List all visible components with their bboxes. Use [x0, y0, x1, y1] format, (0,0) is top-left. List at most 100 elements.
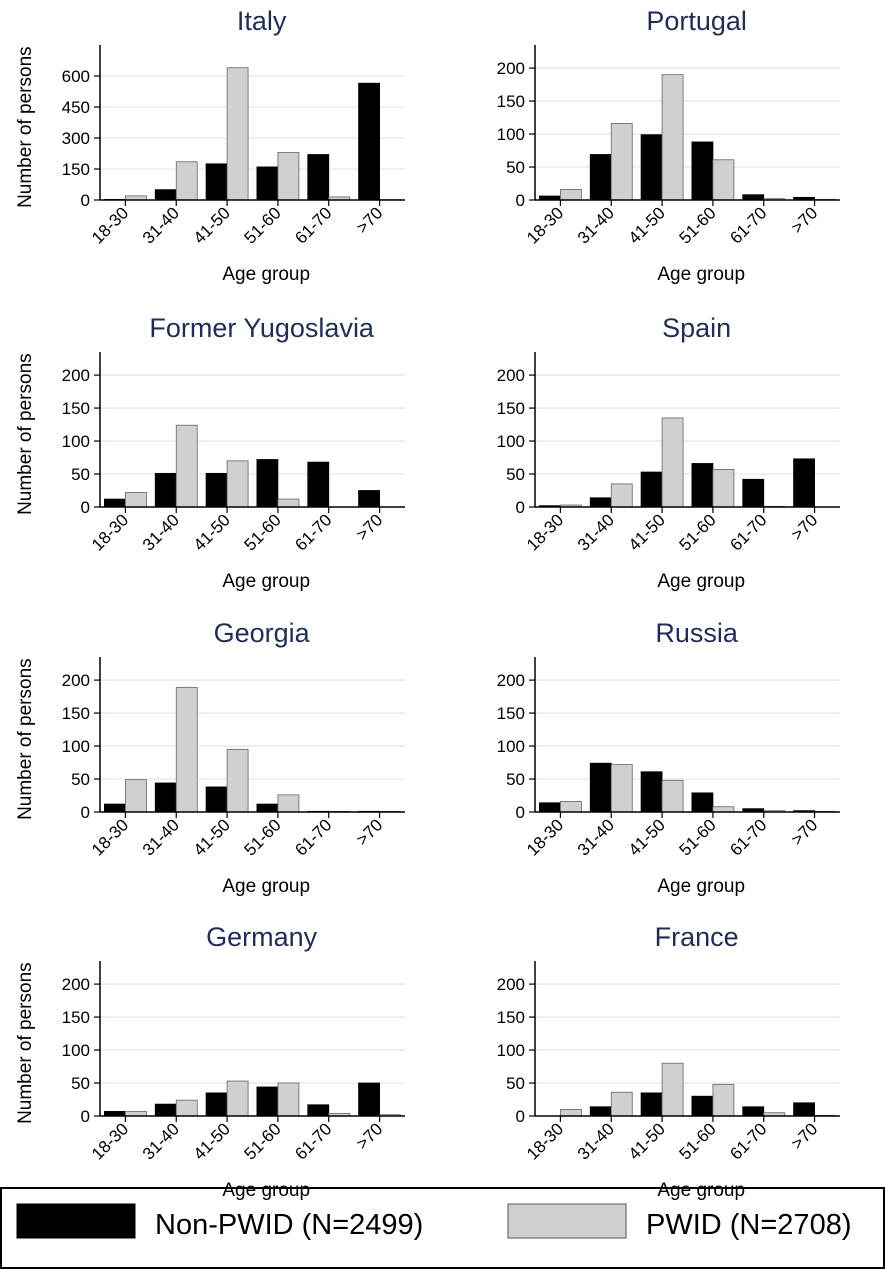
- x-tick-label: 51-60: [241, 510, 285, 554]
- y-tick-label: 150: [497, 704, 525, 723]
- y-tick-label: 0: [81, 191, 90, 210]
- x-tick-label: 18-30: [88, 510, 132, 554]
- bar-pwid: [277, 152, 300, 201]
- x-tick-label: >70: [353, 815, 387, 849]
- x-tick-label: 51-60: [241, 815, 285, 859]
- y-tick-label: 50: [506, 465, 525, 484]
- bar-non-pwid: [154, 472, 177, 508]
- bar-non-pwid: [358, 82, 380, 201]
- y-tick-label: 200: [497, 366, 525, 385]
- x-tick-label: 51-60: [676, 510, 720, 554]
- x-axis-title: Age group: [657, 876, 745, 897]
- chart-title: Italy: [237, 6, 287, 36]
- bar-pwid: [560, 801, 582, 813]
- chart-panel: Georgia 0 50 100 150 200 18-30 31-40 41-50 51-60 6…: [15, 618, 405, 897]
- x-tick-label: 41-50: [625, 203, 669, 247]
- y-tick-label: 50: [71, 465, 90, 484]
- legend-swatch-non-pwid: [16, 1203, 136, 1239]
- y-axis-title: Number of persons: [15, 46, 36, 208]
- x-axis-title: Age group: [222, 1180, 310, 1201]
- y-tick-label: 150: [497, 399, 525, 418]
- x-tick-label: 18-30: [523, 510, 567, 554]
- x-tick-label: 61-70: [726, 1119, 770, 1163]
- bar-pwid: [226, 748, 249, 813]
- y-tick-label: 0: [516, 803, 525, 822]
- x-tick-label: 51-60: [676, 1119, 720, 1163]
- x-tick-label: 31-40: [139, 510, 183, 554]
- chart-title: France: [655, 922, 739, 952]
- x-tick-label: >70: [788, 1119, 822, 1153]
- chart-panel: Portugal 0 50 100 150 200 18-30 31-40 41-50 51-60…: [497, 6, 840, 285]
- bar-pwid: [175, 1099, 198, 1117]
- x-tick-label: 41-50: [190, 510, 234, 554]
- bar-non-pwid: [205, 163, 228, 201]
- bar-pwid: [712, 806, 735, 813]
- y-tick-label: 50: [71, 770, 90, 789]
- bar-non-pwid: [640, 471, 663, 508]
- bar-non-pwid: [793, 1102, 815, 1117]
- x-tick-label: 18-30: [523, 815, 567, 859]
- bar-pwid: [661, 74, 684, 201]
- chart-title: Portugal: [646, 6, 747, 36]
- y-axis-title: Number of persons: [15, 658, 36, 820]
- bar-non-pwid: [640, 134, 663, 201]
- legend-swatch-pwid: [507, 1203, 627, 1239]
- x-tick-label: 61-70: [726, 815, 770, 859]
- x-tick-label: 61-70: [291, 510, 335, 554]
- bar-pwid: [560, 189, 582, 201]
- y-tick-label: 50: [506, 158, 525, 177]
- x-tick-label: >70: [353, 203, 387, 237]
- y-tick-label: 200: [497, 975, 525, 994]
- x-axis-title: Age group: [657, 264, 745, 285]
- bar-non-pwid: [307, 154, 330, 201]
- y-axis-title: Number of persons: [15, 962, 36, 1124]
- x-tick-label: 41-50: [625, 1119, 669, 1163]
- legend-label-pwid: PWID (N=2708): [646, 1209, 851, 1241]
- y-tick-label: 0: [516, 498, 525, 517]
- bar-non-pwid: [691, 1095, 714, 1117]
- bar-non-pwid: [539, 802, 561, 813]
- x-tick-label: 31-40: [574, 510, 618, 554]
- bar-pwid: [175, 424, 198, 508]
- bar-non-pwid: [691, 463, 714, 508]
- x-tick-label: 41-50: [625, 510, 669, 554]
- x-axis-title: Age group: [657, 1180, 745, 1201]
- y-tick-label: 0: [81, 803, 90, 822]
- x-tick-label: 31-40: [574, 203, 618, 247]
- bar-non-pwid: [256, 803, 279, 813]
- bar-pwid: [712, 469, 735, 508]
- bar-non-pwid: [589, 154, 612, 201]
- bar-non-pwid: [154, 1103, 177, 1117]
- x-tick-label: 51-60: [241, 203, 285, 247]
- x-tick-label: 31-40: [574, 815, 618, 859]
- bar-non-pwid: [358, 1082, 380, 1117]
- bar-pwid: [125, 779, 147, 813]
- y-tick-label: 200: [62, 975, 90, 994]
- x-tick-label: 41-50: [190, 815, 234, 859]
- bar-pwid: [277, 1082, 300, 1117]
- bar-pwid: [712, 159, 735, 201]
- chart-panel: France 0 50 100 150 200 18-30 31-40 41-50 51-60 61…: [497, 922, 840, 1201]
- y-tick-label: 100: [497, 1041, 525, 1060]
- bar-pwid: [610, 1091, 633, 1117]
- x-axis-title: Age group: [222, 571, 310, 592]
- x-tick-label: 41-50: [190, 203, 234, 247]
- bar-non-pwid: [589, 497, 612, 508]
- y-tick-label: 50: [506, 1074, 525, 1093]
- chart-title: Former Yugoslavia: [149, 313, 375, 343]
- y-tick-label: 100: [497, 737, 525, 756]
- bar-non-pwid: [256, 166, 279, 201]
- bar-pwid: [610, 764, 633, 813]
- bar-non-pwid: [256, 459, 279, 508]
- chart-title: Georgia: [214, 618, 311, 648]
- bar-pwid: [610, 123, 633, 201]
- y-tick-label: 150: [62, 399, 90, 418]
- x-tick-label: >70: [788, 203, 822, 237]
- bar-non-pwid: [691, 141, 714, 201]
- bar-non-pwid: [154, 189, 177, 201]
- y-tick-label: 0: [516, 1107, 525, 1126]
- bar-non-pwid: [640, 771, 663, 813]
- bar-non-pwid: [589, 762, 612, 813]
- y-tick-label: 50: [506, 770, 525, 789]
